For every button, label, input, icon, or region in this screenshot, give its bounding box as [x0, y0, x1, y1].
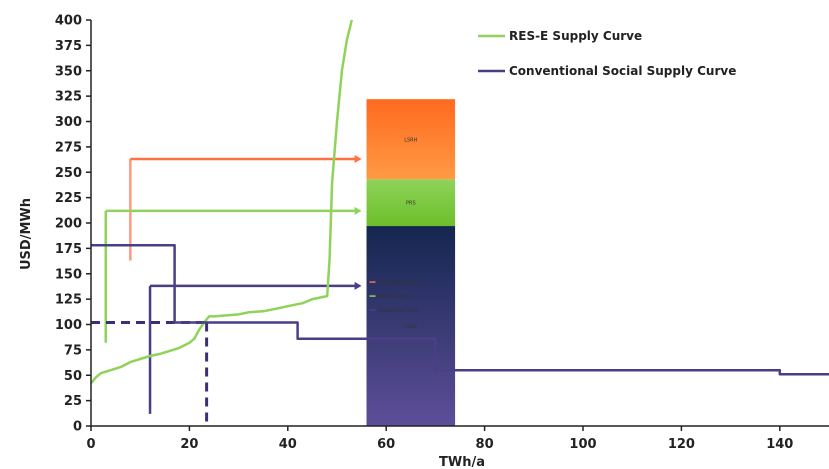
x-tick-label: 80 — [476, 437, 494, 452]
y-axis-label: USD/MWh — [19, 198, 34, 270]
bar-segment-label: LSGC — [404, 324, 418, 330]
y-tick-label: 0 — [73, 420, 82, 435]
inner-legend-label: Generation Cost — [378, 308, 419, 314]
y-tick-label: 400 — [55, 14, 82, 29]
bar-segment-lsgc — [366, 226, 456, 426]
arrow-head — [354, 206, 362, 215]
x-tick-label: 140 — [766, 437, 793, 452]
bar-segment-label: PRS — [406, 201, 416, 207]
y-tick-label: 50 — [64, 369, 82, 384]
x-ticks: 0 20 40 60 80 100 120 140 — [86, 426, 793, 452]
inner-legend-label: Consumer Surplus — [378, 280, 424, 286]
bar-segment-label: LSRH — [404, 137, 417, 143]
inner-legend-label: RES-E Surplus — [378, 294, 413, 300]
y-tick-label: 150 — [55, 267, 82, 282]
x-tick-label: 40 — [279, 437, 297, 452]
y-tick-label: 300 — [55, 115, 82, 130]
x-tick-label: 20 — [180, 437, 198, 452]
legend: RES-E Supply Curve Conventional Social S… — [478, 29, 736, 78]
arrow-head — [354, 281, 362, 290]
stacked-bar: LSGC PRS LSRH Consumer Surplus RES-E Surplus… — [366, 99, 456, 426]
y-tick-label: 375 — [55, 39, 82, 54]
y-tick-label: 175 — [55, 242, 82, 257]
y-tick-label: 25 — [64, 394, 82, 409]
x-tick-label: 100 — [569, 437, 596, 452]
y-tick-label: 275 — [55, 140, 82, 155]
arrow-head — [354, 155, 362, 164]
y-tick-label: 100 — [55, 318, 82, 333]
x-tick-label: 120 — [668, 437, 695, 452]
x-tick-label: 60 — [377, 437, 395, 452]
y-tick-label: 225 — [55, 191, 82, 206]
legend-label-conventional: Conventional Social Supply Curve — [509, 64, 736, 78]
bar-segment-lsrh — [366, 99, 456, 180]
y-tick-label: 75 — [64, 343, 82, 358]
series-conventional-supply-curve — [91, 244, 829, 376]
annotations — [91, 155, 362, 426]
series-lines — [90, 19, 829, 385]
y-ticks: 0 25 50 75 100 125 150 175 200 225 250 275 300 325 350… — [55, 14, 91, 435]
y-tick-label: 325 — [55, 90, 82, 105]
series-res-e-supply-curve — [90, 19, 354, 385]
axes — [90, 20, 829, 427]
y-tick-label: 250 — [55, 166, 82, 181]
x-axis-label: TWh/a — [439, 455, 485, 469]
legend-label-res-e: RES-E Supply Curve — [509, 29, 642, 43]
y-tick-label: 350 — [55, 64, 82, 79]
y-tick-label: 125 — [55, 293, 82, 308]
y-tick-label: 200 — [55, 217, 82, 232]
bar-segment-prs — [366, 179, 456, 227]
x-tick-label: 0 — [86, 437, 95, 452]
